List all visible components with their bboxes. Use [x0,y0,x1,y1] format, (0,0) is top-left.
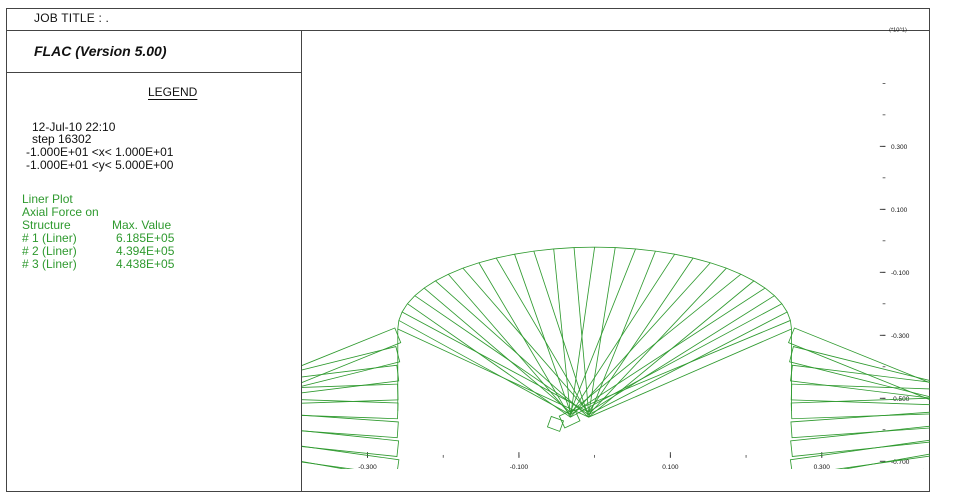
x-tick-label: 0.300 [814,464,831,469]
crown-force-ray [398,320,571,416]
axial-force-label: Axial Force on [22,205,99,219]
force-cluster [546,415,565,432]
crown-liner [397,246,792,330]
job-title-bar: JOB TITLE : . [6,8,930,31]
crown-force-ray [573,247,589,413]
crown-force-ray [478,262,571,418]
left-wall-force-bar [302,364,400,419]
crown-force-ray [401,311,589,413]
y-tick-label: 0.300 [891,144,908,151]
crown-force-ray [553,248,571,415]
crown-force-ray [588,250,656,418]
liner-1-value: 6.185E+05 [116,231,175,245]
right-wall-force-bar [789,449,930,469]
crown-force-ray [397,328,589,418]
x-tick-label: -0.300 [358,464,377,469]
right-wall-force-bar [790,364,930,419]
x-tick-label: 0.100 [662,464,679,469]
x-range: -1.000E+01 <x< 1.000E+01 [26,145,174,159]
left-wall-force-bar [302,419,400,457]
y-scale-label: (*10^1) [889,27,907,33]
crown-force-ray [435,280,589,418]
left-wall-force-bar [302,449,400,469]
crown-force-ray [570,303,783,418]
date-time: 12-Jul-10 22:10 [32,120,116,134]
crown-force-ray [588,328,792,418]
x-tick-label: -0.100 [510,464,529,469]
y-tick-label: -0.300 [891,333,910,340]
legend-title: LEGEND [148,85,198,99]
left-wall-force-bar [302,327,402,460]
job-title: JOB TITLE : . [34,11,110,25]
right-wall-force-bar [790,406,930,439]
crown-force-ray [448,273,571,415]
legend-panel: FLAC (Version 5.00) LEGEND 12-Jul-10 22:… [6,31,302,492]
right-wall-force-bar [790,419,930,457]
liner-1-name: # 1 (Liner) [22,231,77,245]
crown-force-ray [570,320,791,413]
liner-3-name: # 3 (Liner) [22,257,77,271]
crown-force-ray [570,253,676,415]
right-wall-force-bar [787,327,930,460]
crown-force-ray [495,257,589,415]
left-wall-force-bar [302,406,399,439]
plot-frame [6,8,930,492]
step-count: step 16302 [32,132,92,146]
y-range: -1.000E+01 <y< 5.000E+00 [26,158,174,172]
right-wall-force-bar [790,393,930,420]
force-cluster [558,408,581,429]
crown-force-ray [588,295,775,413]
version-box: FLAC (Version 5.00) [6,31,301,73]
crown-force-ray [570,248,636,413]
crown-force-ray [569,247,596,418]
y-tick-label: -0.700 [891,459,910,466]
crown-force-ray [407,303,571,418]
structure-header: Structure [22,218,71,232]
crown-force-ray [570,262,711,418]
left-wall-force-bar [302,393,399,420]
y-tick-label: -0.100 [891,270,910,277]
crown-force-ray [423,287,571,413]
liner-marks [302,246,930,469]
left-wall-force-bar [302,383,399,411]
right-wall-force-bar [789,346,930,436]
max-value-header: Max. Value [112,218,172,232]
plot-type-label: Liner Plot [22,192,73,206]
left-wall-force-bar [302,346,401,436]
y-tick-label: 0.100 [891,207,908,214]
liner-2-value: 4.394E+05 [116,244,175,258]
crown-force-ray [588,257,694,413]
liner-2-name: # 2 (Liner) [22,244,77,258]
liner-force-plot: -0.900-0.700-0.500-0.300-0.1000.1000.300… [302,27,930,469]
crown-force-ray [570,287,766,416]
software-version: FLAC (Version 5.00) [34,43,167,59]
liner-3-value: 4.438E+05 [116,257,175,271]
crown-force-ray [514,254,571,413]
right-wall-force-bar [790,383,930,411]
crown-force-ray [588,247,616,415]
crown-force-ray [414,295,589,416]
crown-force-ray [570,273,742,413]
